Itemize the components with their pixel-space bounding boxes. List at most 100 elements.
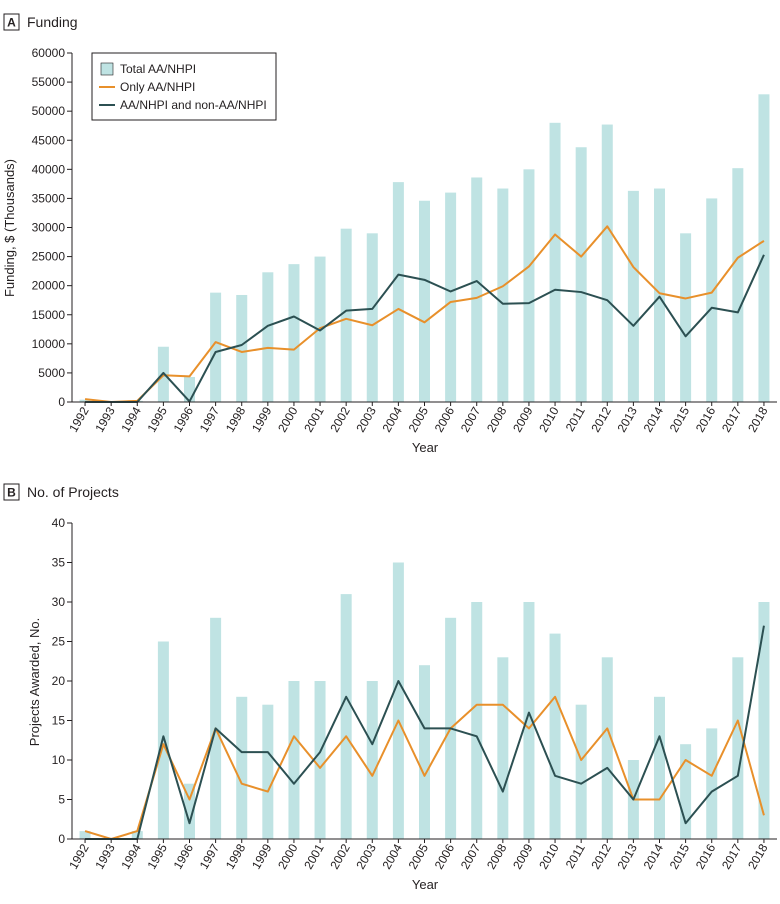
funding-legend: Total AA/NHPI Only AA/NHPI AA/NHPI and n…	[91, 52, 277, 121]
funding-bar-2010	[549, 122, 561, 403]
projects-bar-2007	[471, 602, 483, 839]
legend-label-total: Total AA/NHPI	[120, 62, 196, 76]
legend-frame	[91, 52, 277, 121]
funding-x-tick-label: 2013	[615, 404, 641, 434]
funding-y-tick-label: 10000	[32, 337, 66, 351]
projects-x-tick-label: 1997	[197, 841, 223, 871]
funding-x-tick-label: 2012	[588, 404, 614, 434]
projects-x-tick-label: 2005	[406, 841, 432, 871]
funding-y-tick-label: 5000	[38, 366, 65, 380]
projects-bar-2003	[366, 681, 378, 839]
funding-bar-2015	[680, 233, 692, 402]
projects-bar-1998	[236, 696, 248, 839]
funding-x-axis: 1992 1993 1994 1995 1996 1997 1998 1999 2000 2001…	[66, 401, 777, 435]
projects-x-tick-label: 2014	[641, 841, 667, 871]
funding-x-tick-label: 2008	[484, 404, 510, 434]
projects-x-tick-label: 2010	[536, 841, 562, 871]
projects-bar-2018	[758, 602, 770, 839]
funding-bar-1992	[79, 399, 91, 402]
funding-y-tick-label: 0	[58, 395, 65, 409]
projects-bar-2017	[732, 657, 744, 839]
funding-y-tick-label: 15000	[32, 308, 66, 322]
projects-y-axis: 0 5 10 15 20 25 30 35 40	[52, 516, 73, 846]
projects-x-tick-label: 2000	[275, 841, 301, 871]
funding-bar-2007	[471, 177, 483, 402]
funding-x-tick-label: 2015	[667, 404, 693, 434]
projects-y-tick-label: 25	[52, 635, 66, 649]
projects-bar-2010	[549, 633, 561, 839]
projects-y-tick-label: 40	[52, 516, 66, 530]
funding-x-tick-label: 2001	[301, 404, 327, 434]
projects-bar-1999	[262, 704, 274, 839]
projects-x-tick-label: 2012	[588, 841, 614, 871]
funding-x-axis-title: Year	[412, 440, 439, 455]
projects-bar-2011	[575, 704, 587, 839]
projects-x-tick-label: 1993	[92, 841, 118, 871]
funding-x-tick-label: 1995	[145, 404, 171, 434]
funding-x-tick-label: 2000	[275, 404, 301, 434]
projects-bar-2014	[654, 696, 665, 839]
panel-a-title: Funding	[27, 14, 78, 30]
panel-a-header: A Funding	[3, 13, 78, 31]
projects-bar-1992	[79, 831, 91, 839]
projects-x-tick-label: 1999	[249, 841, 275, 871]
funding-y-tick-label: 45000	[32, 133, 66, 147]
projects-x-tick-label: 2015	[667, 841, 693, 871]
funding-x-tick-label: 2004	[380, 404, 406, 434]
funding-y-axis-title: Funding, $ (Thousands)	[2, 159, 17, 297]
funding-bar-2004	[392, 182, 404, 402]
projects-x-tick-label: 2017	[719, 841, 745, 871]
funding-y-tick-label: 35000	[32, 191, 66, 205]
projects-y-tick-label: 30	[52, 595, 66, 609]
panel-a-letter-box	[3, 13, 20, 31]
funding-y-tick-label: 60000	[32, 46, 66, 60]
projects-x-tick-label: 2003	[353, 841, 379, 871]
projects-bars	[79, 562, 770, 839]
funding-x-tick-label: 2009	[510, 404, 536, 434]
funding-x-tick-label: 1993	[92, 404, 118, 434]
projects-bar-2015	[680, 744, 692, 839]
projects-y-tick-label: 0	[58, 832, 65, 846]
funding-x-tick-label: 2003	[353, 404, 379, 434]
panel-b-header: B No. of Projects	[3, 483, 119, 501]
projects-x-tick-label: 2009	[510, 841, 536, 871]
funding-x-tick-label: 2017	[719, 404, 745, 434]
funding-mixed-aanhpi-line	[85, 254, 765, 403]
funding-bars	[79, 94, 770, 403]
projects-bar-2009	[523, 602, 535, 839]
funding-bar-2000	[288, 264, 300, 402]
funding-bar-2014	[654, 188, 665, 402]
projects-only-aanhpi-line	[84, 695, 765, 840]
legend-label-only: Only AA/NHPI	[120, 80, 195, 94]
projects-bar-2002	[340, 594, 352, 839]
funding-x-tick-label: 2018	[745, 404, 771, 434]
funding-bar-2012	[601, 124, 613, 403]
funding-bar-1998	[236, 294, 248, 402]
funding-x-tick-label: 2006	[432, 404, 458, 434]
funding-x-tick-label: 2011	[563, 404, 588, 434]
projects-bar-2005	[419, 665, 430, 839]
projects-bar-2008	[497, 657, 509, 839]
funding-x-tick-label: 1996	[171, 404, 197, 434]
funding-x-tick-label: 2010	[536, 404, 562, 434]
panel-a-letter: A	[7, 16, 16, 30]
funding-bar-2005	[419, 200, 430, 402]
funding-x-tick-label: 1994	[118, 404, 144, 434]
funding-x-tick-label: 1998	[223, 404, 249, 434]
panel-b-title: No. of Projects	[27, 484, 119, 500]
funding-bar-2018	[758, 94, 770, 402]
projects-bar-2000	[288, 681, 300, 839]
projects-x-tick-label: 2016	[693, 841, 719, 871]
projects-x-tick-label: 2018	[745, 841, 771, 871]
projects-x-tick-label: 1996	[171, 841, 197, 871]
projects-y-tick-label: 15	[52, 714, 66, 728]
projects-x-tick-label: 2008	[484, 841, 510, 871]
projects-bar-2004	[392, 562, 404, 839]
projects-y-tick-label: 20	[52, 674, 66, 688]
funding-y-tick-label: 40000	[32, 162, 66, 176]
projects-x-tick-label: 2013	[615, 841, 641, 871]
funding-bar-1997	[210, 292, 222, 402]
projects-bar-1996	[184, 783, 195, 839]
projects-x-axis-title: Year	[412, 877, 439, 892]
